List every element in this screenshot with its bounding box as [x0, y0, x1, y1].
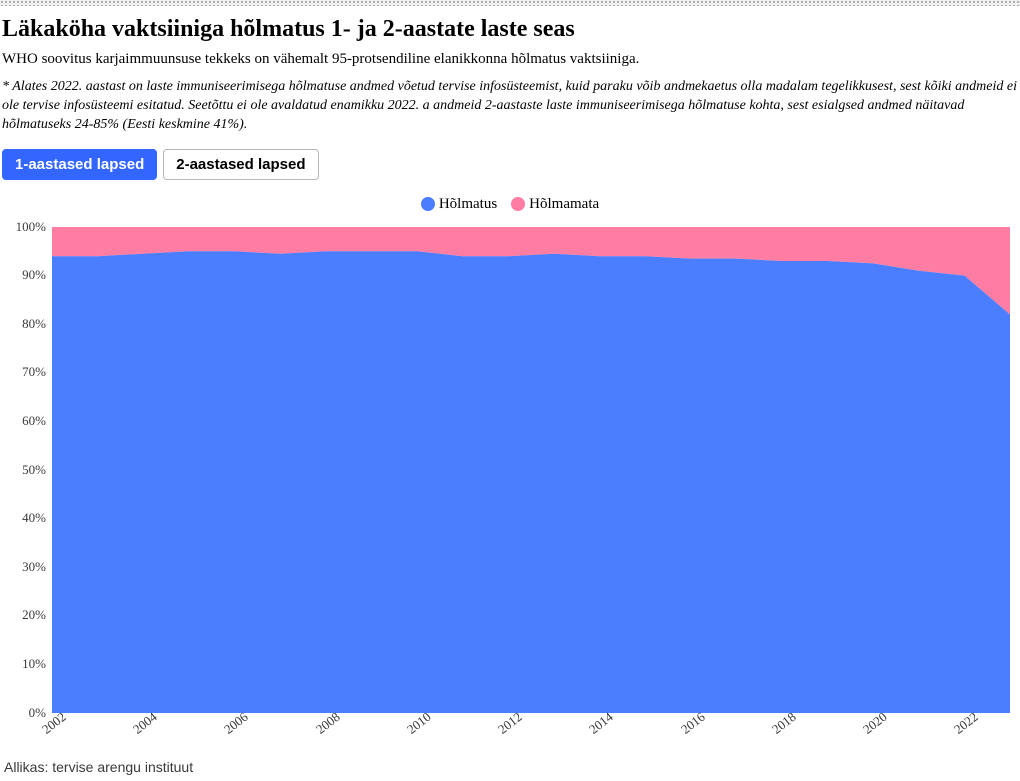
x-tick: 2014 — [586, 709, 616, 738]
chart-legend: Hõlmatus Hõlmamata — [2, 196, 1018, 213]
x-axis: 2002200420062008201020122014201620182020… — [52, 717, 1010, 747]
legend-covered-label: Hõlmatus — [439, 196, 497, 213]
y-tick: 60% — [22, 413, 46, 429]
x-tick: 2018 — [769, 709, 799, 738]
y-tick: 80% — [22, 316, 46, 332]
x-tick: 2012 — [495, 709, 525, 738]
legend-uncovered-label: Hõlmamata — [529, 196, 599, 213]
x-tick: 2004 — [130, 709, 160, 738]
x-tick: 2020 — [860, 709, 890, 738]
source-line: Allikas: tervise arengu instituut — [4, 759, 1018, 775]
y-tick: 70% — [22, 364, 46, 380]
y-tick: 50% — [22, 462, 46, 478]
y-tick: 10% — [22, 656, 46, 672]
legend-covered: Hõlmatus — [421, 196, 497, 213]
y-tick: 40% — [22, 510, 46, 526]
y-tick: 30% — [22, 559, 46, 575]
footnote: * Alates 2022. aastast on laste immunise… — [2, 78, 1018, 135]
subtitle: WHO soovitus karjaimmuunsuse tekkeks on … — [2, 51, 1018, 68]
y-axis: 0%10%20%30%40%50%60%70%80%90%100% — [4, 219, 50, 713]
swatch-covered — [421, 197, 435, 211]
tab-1-year[interactable]: 1-aastased lapsed — [2, 149, 157, 180]
age-tabs: 1-aastased lapsed 2-aastased lapsed — [2, 149, 1018, 180]
plot-area — [52, 227, 1010, 713]
x-tick: 2016 — [678, 709, 708, 738]
x-tick: 2008 — [313, 709, 343, 738]
page-title: Läkaköha vaktsiiniga hõlmatus 1- ja 2-aa… — [2, 16, 1018, 43]
chart-svg — [52, 227, 1010, 713]
y-tick: 20% — [22, 607, 46, 623]
y-tick: 0% — [29, 705, 46, 721]
x-tick: 2006 — [221, 709, 251, 738]
top-divider — [0, 0, 1020, 6]
legend-uncovered: Hõlmamata — [511, 196, 599, 213]
x-tick: 2022 — [951, 709, 981, 738]
y-tick: 100% — [16, 219, 46, 235]
coverage-chart: 0%10%20%30%40%50%60%70%80%90%100% 200220… — [4, 219, 1012, 739]
area-covered — [52, 251, 1010, 713]
swatch-uncovered — [511, 197, 525, 211]
x-tick: 2010 — [404, 709, 434, 738]
tab-2-year[interactable]: 2-aastased lapsed — [163, 149, 318, 180]
y-tick: 90% — [22, 267, 46, 283]
